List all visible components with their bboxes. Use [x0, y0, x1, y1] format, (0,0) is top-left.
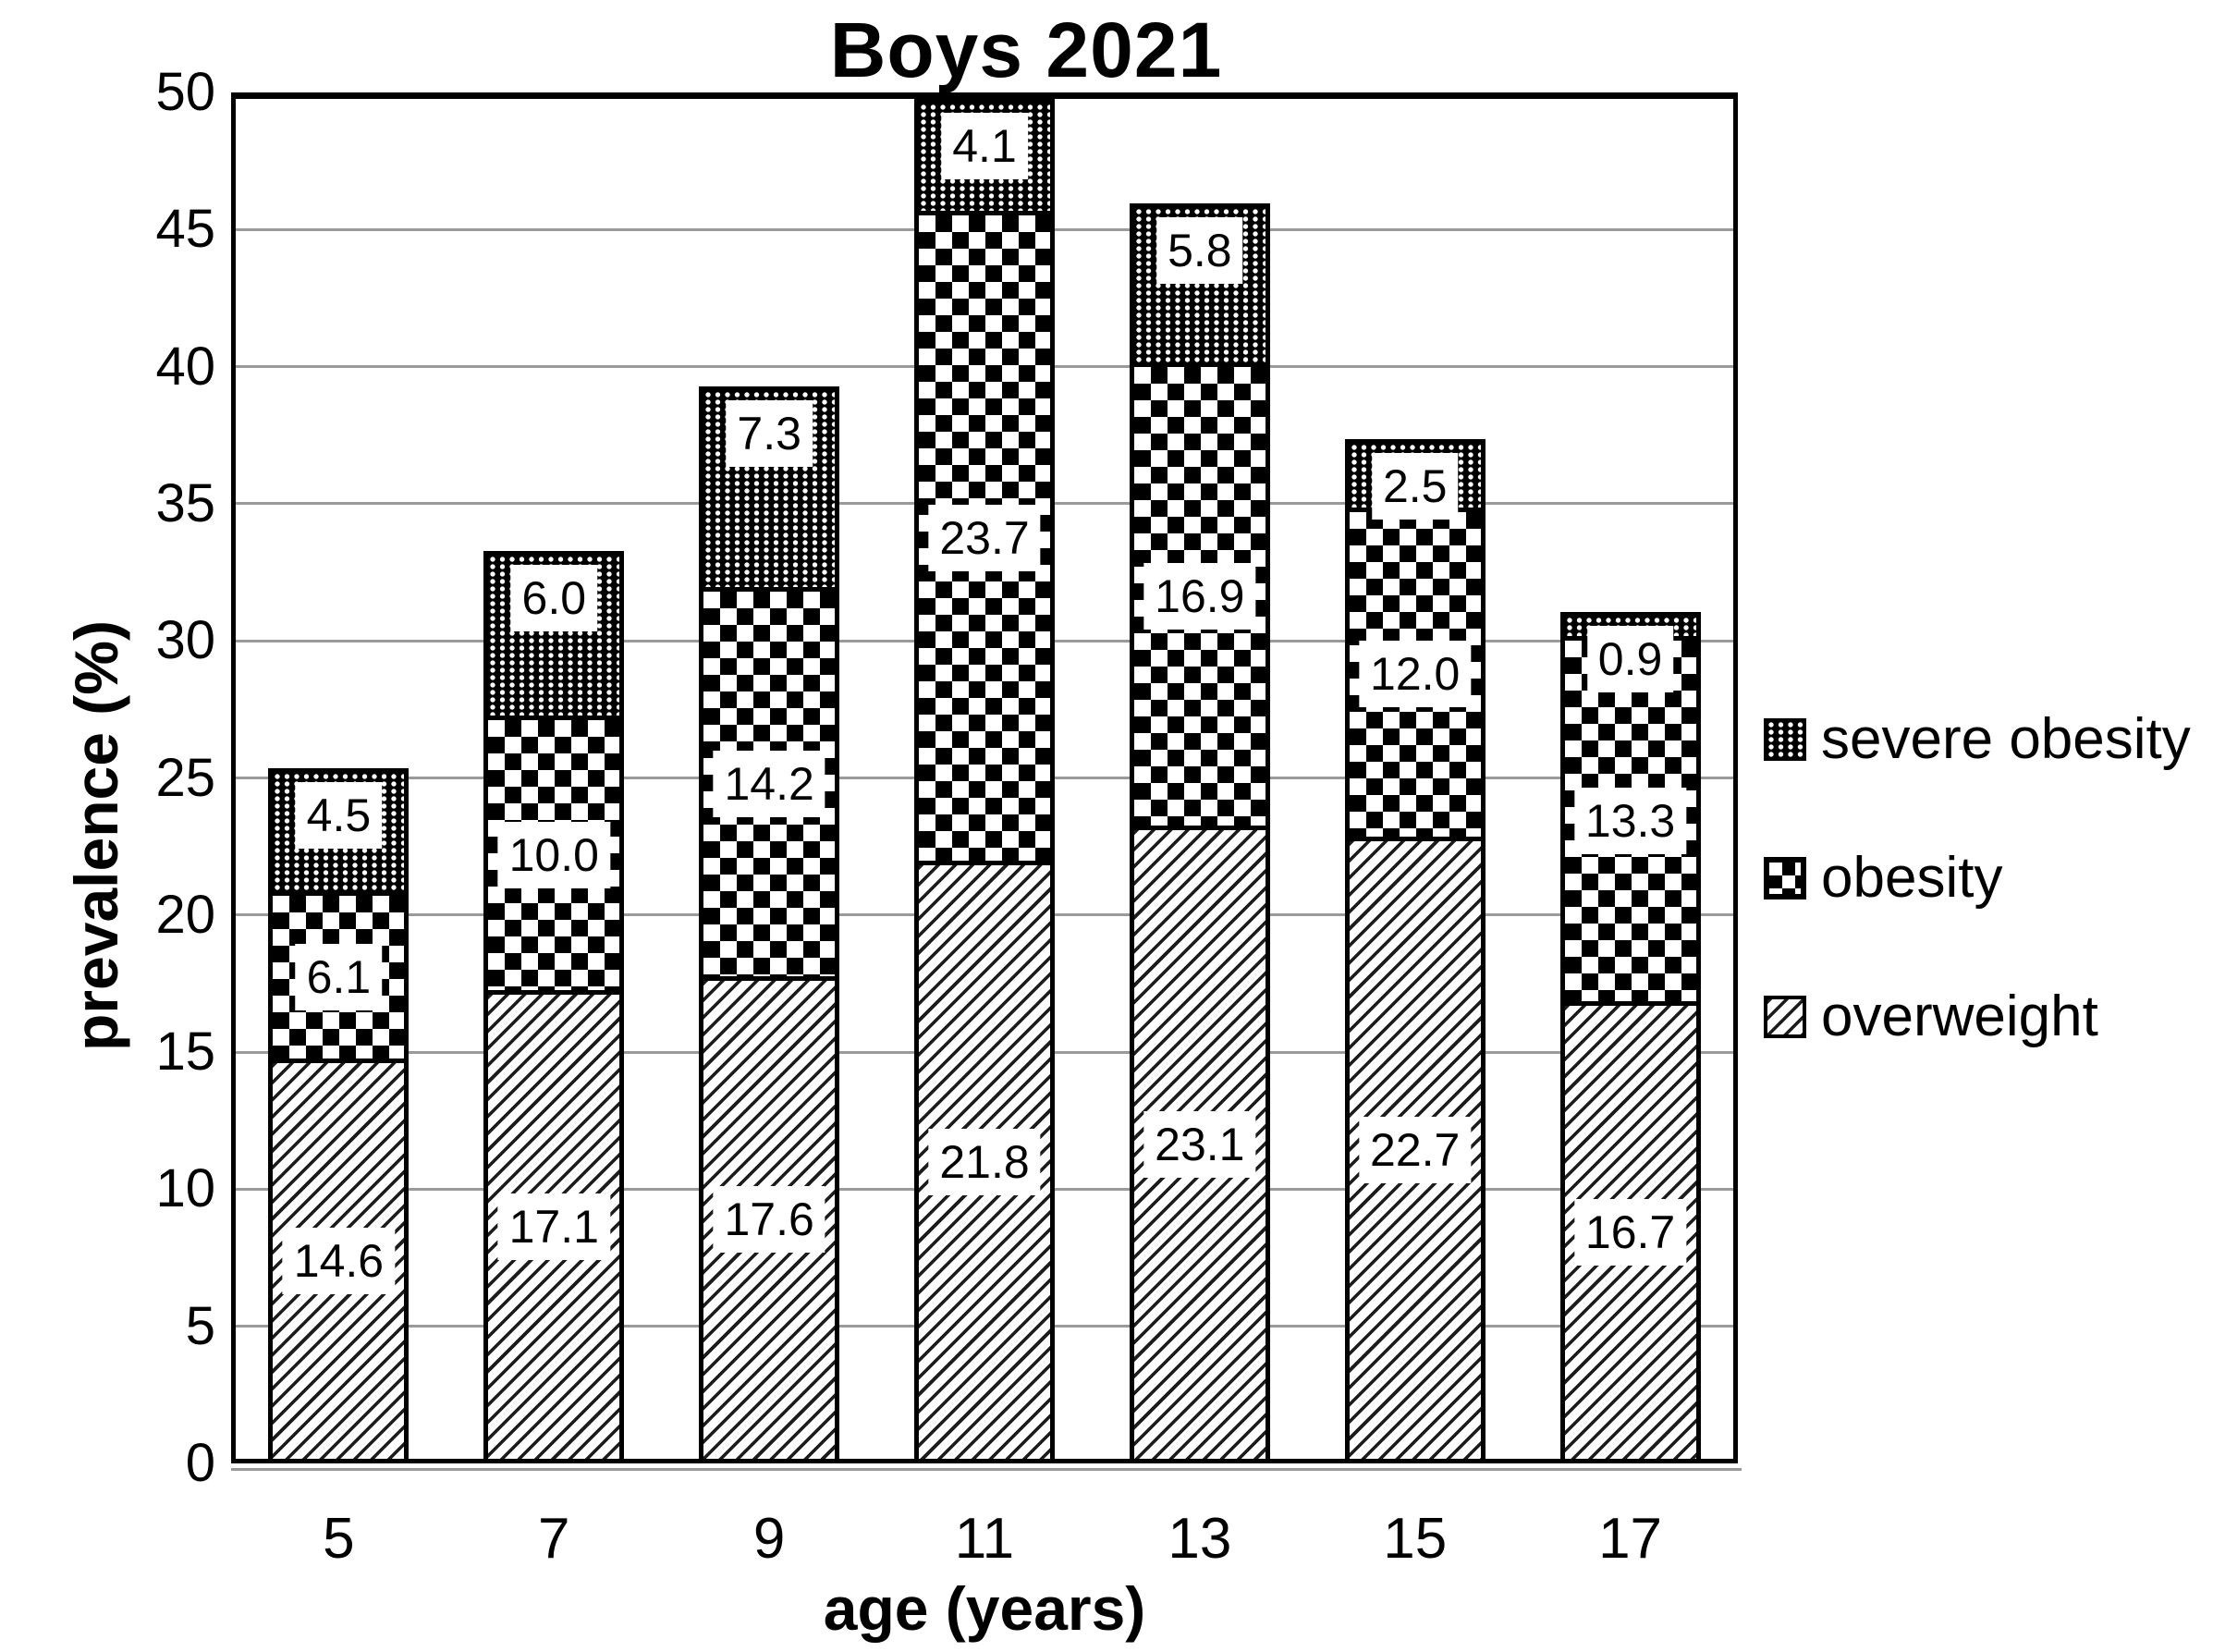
bar-segment-overweight: 17.6 [699, 975, 840, 1463]
bar-segment-label: 0.9 [1586, 625, 1674, 692]
bar-segment-label: 6.1 [295, 943, 383, 1010]
bar-segment-overweight: 23.1 [1129, 825, 1270, 1463]
bar-segment-label: 4.5 [295, 781, 383, 849]
legend-marker-diagonal-hatch-icon [1764, 995, 1806, 1038]
bar-segment-label: 4.1 [941, 112, 1028, 179]
x-tick-label-15: 15 [1383, 1507, 1448, 1571]
bar-segment-label: 21.8 [928, 1129, 1041, 1196]
bar-segment-label: 16.9 [1143, 562, 1256, 630]
bar-segment-label: 17.6 [713, 1186, 825, 1254]
bar-segment-obesity: 13.3 [1559, 636, 1701, 1006]
bar-segment-overweight: 14.6 [268, 1058, 410, 1463]
bar-segment-overweight: 22.7 [1344, 836, 1486, 1463]
bar-segment-severe-obesity: 5.8 [1129, 202, 1270, 367]
y-tick-label-10: 10 [155, 1158, 215, 1219]
bar-segment-severe-obesity: 6.0 [483, 551, 625, 721]
bar-segment-obesity: 14.2 [699, 586, 840, 981]
bar-segment-label: 17.1 [497, 1193, 610, 1260]
bar-segment-overweight: 21.8 [914, 861, 1055, 1463]
legend-item-obesity: obesity [1764, 845, 2002, 911]
y-tick-label-25: 25 [155, 747, 215, 808]
bar-segment-obesity: 12.0 [1344, 507, 1486, 841]
legend-item-overweight: overweight [1764, 984, 2098, 1049]
bar-segment-severe-obesity: 0.9 [1559, 611, 1701, 692]
bar-segment-obesity: 16.9 [1129, 361, 1270, 830]
bar-segment-overweight: 17.1 [483, 989, 625, 1463]
x-tick-label-13: 13 [1168, 1507, 1232, 1571]
y-tick-label-0: 0 [185, 1433, 215, 1493]
x-tick-label-11: 11 [954, 1507, 1015, 1571]
bar-segment-label: 14.2 [713, 750, 825, 817]
x-tick-label-17: 17 [1598, 1507, 1663, 1571]
y-tick-label-45: 45 [155, 199, 215, 260]
bar-segment-label: 2.5 [1371, 452, 1459, 520]
y-tick-label-20: 20 [155, 884, 215, 945]
bar-segment-severe-obesity: 4.5 [268, 767, 410, 897]
bar-group-age-5: 14.6 6.1 4.5 [268, 767, 410, 1463]
bar-segment-label: 7.3 [726, 400, 813, 468]
y-tick-label-40: 40 [155, 336, 215, 397]
bar-segment-label: 14.6 [282, 1227, 396, 1294]
y-tick-label-50: 50 [155, 62, 215, 122]
legend-item-label: overweight [1821, 985, 2098, 1048]
bar-segment-label: 23.1 [1143, 1110, 1256, 1178]
legend-item-severe-obesity: severe obesity [1764, 706, 2191, 772]
y-tick-label-35: 35 [155, 472, 215, 533]
bar-group-age-11: 21.8 23.7 4.1 [914, 98, 1055, 1463]
bar-segment-label: 6.0 [510, 565, 598, 632]
bar-segment-label: 13.3 [1573, 787, 1687, 854]
bar-segment-obesity: 6.1 [268, 891, 410, 1063]
bar-group-age-13: 23.1 16.9 5.8 [1129, 202, 1270, 1463]
bar-segment-label: 12.0 [1359, 641, 1472, 708]
y-tick-label-30: 30 [155, 610, 215, 671]
bar-group-age-9: 17.6 14.2 7.3 [699, 386, 840, 1463]
legend-marker-checkerboard-icon [1764, 856, 1806, 899]
y-tick-label-15: 15 [155, 1022, 215, 1083]
x-tick-label-5: 5 [323, 1507, 355, 1571]
bar-segment-label: 16.7 [1573, 1198, 1687, 1266]
bar-segment-severe-obesity: 4.1 [914, 98, 1055, 216]
bar-segment-obesity: 23.7 [914, 211, 1055, 866]
y-tick-label-5: 5 [185, 1295, 215, 1356]
legend-marker-fine-dot-grid-icon [1764, 717, 1806, 761]
bar-group-age-7: 17.1 10.0 6.0 [483, 551, 625, 1463]
legend-item-label: obesity [1821, 846, 2003, 910]
bar-segment-severe-obesity: 2.5 [1344, 438, 1486, 520]
bar-segment-label: 23.7 [928, 505, 1041, 572]
bar-segment-severe-obesity: 7.3 [699, 386, 840, 592]
x-tick-label-7: 7 [538, 1507, 570, 1571]
bar-segment-label: 22.7 [1359, 1116, 1472, 1183]
bar-segment-label: 10.0 [497, 822, 610, 889]
legend-item-label: severe obesity [1821, 707, 2191, 771]
bar-group-age-15: 22.7 12.0 2.5 [1344, 438, 1486, 1463]
bar-group-age-17: 16.7 13.3 0.9 [1559, 611, 1701, 1463]
x-axis-line-shadow [231, 1468, 1742, 1471]
bar-segment-obesity: 10.0 [483, 716, 625, 995]
chart-title: Boys 2021 [829, 6, 1223, 93]
bar-segment-label: 5.8 [1156, 216, 1243, 284]
x-tick-label-9: 9 [752, 1507, 786, 1571]
x-axis-title: age (years) [823, 1574, 1146, 1643]
bar-segment-overweight: 16.7 [1559, 1000, 1701, 1463]
